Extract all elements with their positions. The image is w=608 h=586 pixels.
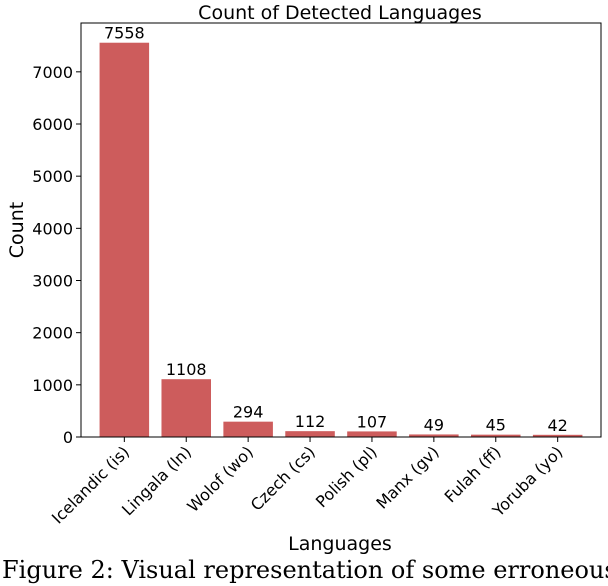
data-label: 7558 bbox=[104, 24, 145, 43]
x-tick-label: Polish (pl) bbox=[312, 442, 381, 511]
bar bbox=[409, 434, 459, 437]
x-tick-label: Wolof (wo) bbox=[183, 442, 257, 516]
chart-title: Count of Detected Languages bbox=[198, 2, 482, 24]
data-label: 49 bbox=[424, 415, 444, 434]
bar bbox=[99, 42, 150, 438]
y-tick-label: 0 bbox=[63, 428, 73, 447]
data-label: 45 bbox=[486, 416, 506, 435]
y-tick-label: 2000 bbox=[32, 324, 73, 343]
plot-area: 7558 1108 294 112 107 49 45 42 0 1000 2000 3000 4000… bbox=[32, 22, 602, 528]
bar bbox=[471, 434, 521, 437]
x-axis-label: Languages bbox=[288, 533, 392, 555]
y-tick-label: 1000 bbox=[32, 376, 73, 395]
x-tick-label: Manx (gv) bbox=[372, 442, 442, 512]
data-label: 42 bbox=[547, 416, 567, 435]
x-tick-label: Icelandic (is) bbox=[48, 442, 133, 527]
y-axis-label: Count bbox=[6, 202, 28, 258]
axes-frame bbox=[80, 22, 602, 438]
data-label: 112 bbox=[295, 412, 326, 431]
x-tick-label: Czech (cs) bbox=[247, 442, 319, 514]
y-tick-label: 5000 bbox=[32, 167, 73, 186]
bar bbox=[285, 431, 335, 437]
bar bbox=[223, 421, 273, 437]
bar bbox=[532, 434, 583, 437]
data-label: 294 bbox=[233, 403, 264, 422]
figure-caption: Figure 2: Visual representation of some … bbox=[2, 556, 608, 584]
x-tick-label: Fulah (ff) bbox=[441, 442, 505, 506]
y-tick-label: 3000 bbox=[32, 271, 73, 290]
data-label: 107 bbox=[357, 412, 388, 431]
y-tick-label: 4000 bbox=[32, 219, 73, 238]
bar-chart: Count of Detected Languages 7558 1108 294 1… bbox=[6, 2, 602, 555]
y-tick-label: 7000 bbox=[32, 63, 73, 82]
y-tick-label: 6000 bbox=[32, 115, 73, 134]
bar bbox=[347, 431, 397, 437]
data-label: 1108 bbox=[166, 360, 207, 379]
bar bbox=[161, 379, 211, 437]
